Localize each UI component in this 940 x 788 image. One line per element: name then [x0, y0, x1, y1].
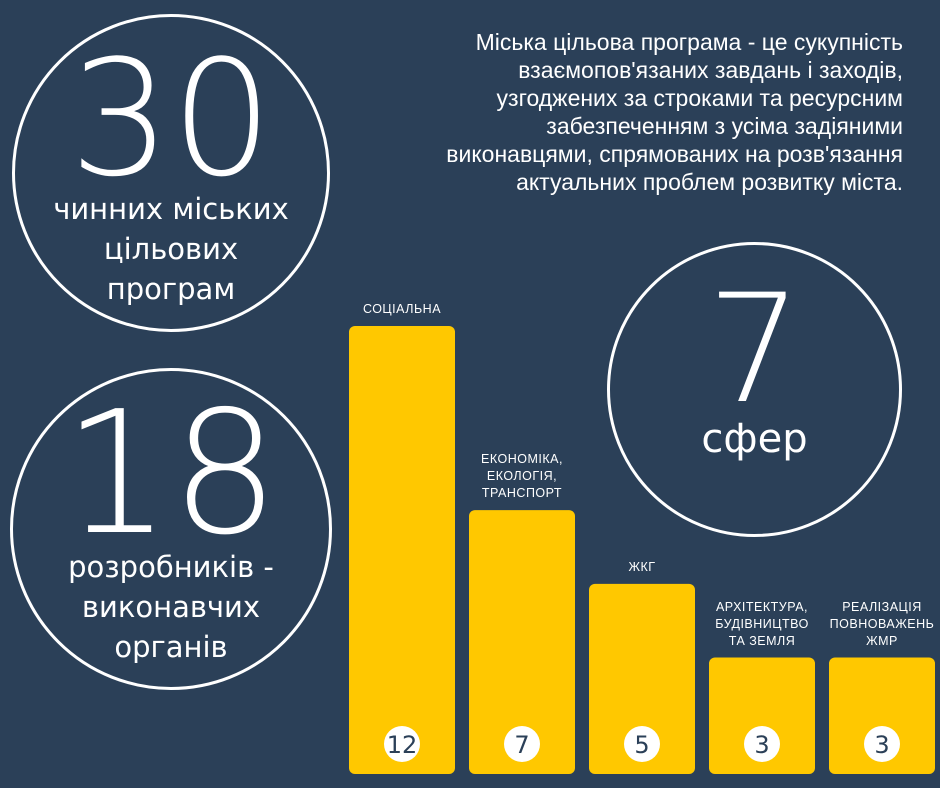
- category-label-4: АРХІТЕКТУРА, БУДІВНИЦТВО ТА ЗЕМЛЯ: [715, 599, 809, 648]
- value-badge-5: [864, 726, 900, 762]
- value-badge-4: [744, 726, 780, 762]
- value-label-1: 12: [387, 731, 418, 759]
- programs-label: чинних міських цільових програм: [53, 192, 289, 306]
- value-badge-3: [624, 726, 660, 762]
- spheres-circle: 7 сфер: [607, 242, 902, 537]
- developers-label: розробників - виконавчих органів: [68, 550, 274, 664]
- value-badge-2: [504, 726, 540, 762]
- value-label-5: 3: [874, 731, 889, 759]
- category-label-3: ЖКГ: [628, 559, 656, 574]
- value-badge-1: [384, 726, 420, 762]
- bar-3: [589, 583, 695, 774]
- category-label-2: ЕКОНОМІКА, ЕКОЛОГІЯ, ТРАНСПОРТ: [481, 452, 563, 501]
- bar-1: [349, 326, 455, 774]
- programs-count: 30: [69, 25, 273, 212]
- bar-5: [829, 657, 935, 774]
- spheres-count: 7: [706, 263, 803, 437]
- bar-2: [469, 510, 575, 774]
- value-label-4: 3: [754, 731, 769, 759]
- bar-4: [709, 657, 815, 774]
- category-label-1: СОЦІАЛЬНА: [362, 302, 442, 316]
- value-label-2: 7: [514, 731, 529, 759]
- programs-circle: 30 чинних міських цільових програм: [12, 14, 330, 332]
- developers-count: 18: [62, 375, 280, 573]
- developers-circle: 18 розробників - виконавчих органів: [10, 368, 332, 690]
- spheres-label: сфер: [701, 416, 808, 462]
- value-label-3: 5: [634, 731, 649, 759]
- program-description: Міська цільова програма - це сукупність …: [446, 29, 903, 195]
- category-label-5: РЕАЛІЗАЦІЯ ПОВНОВАЖЕНЬ ЖМР: [829, 599, 935, 648]
